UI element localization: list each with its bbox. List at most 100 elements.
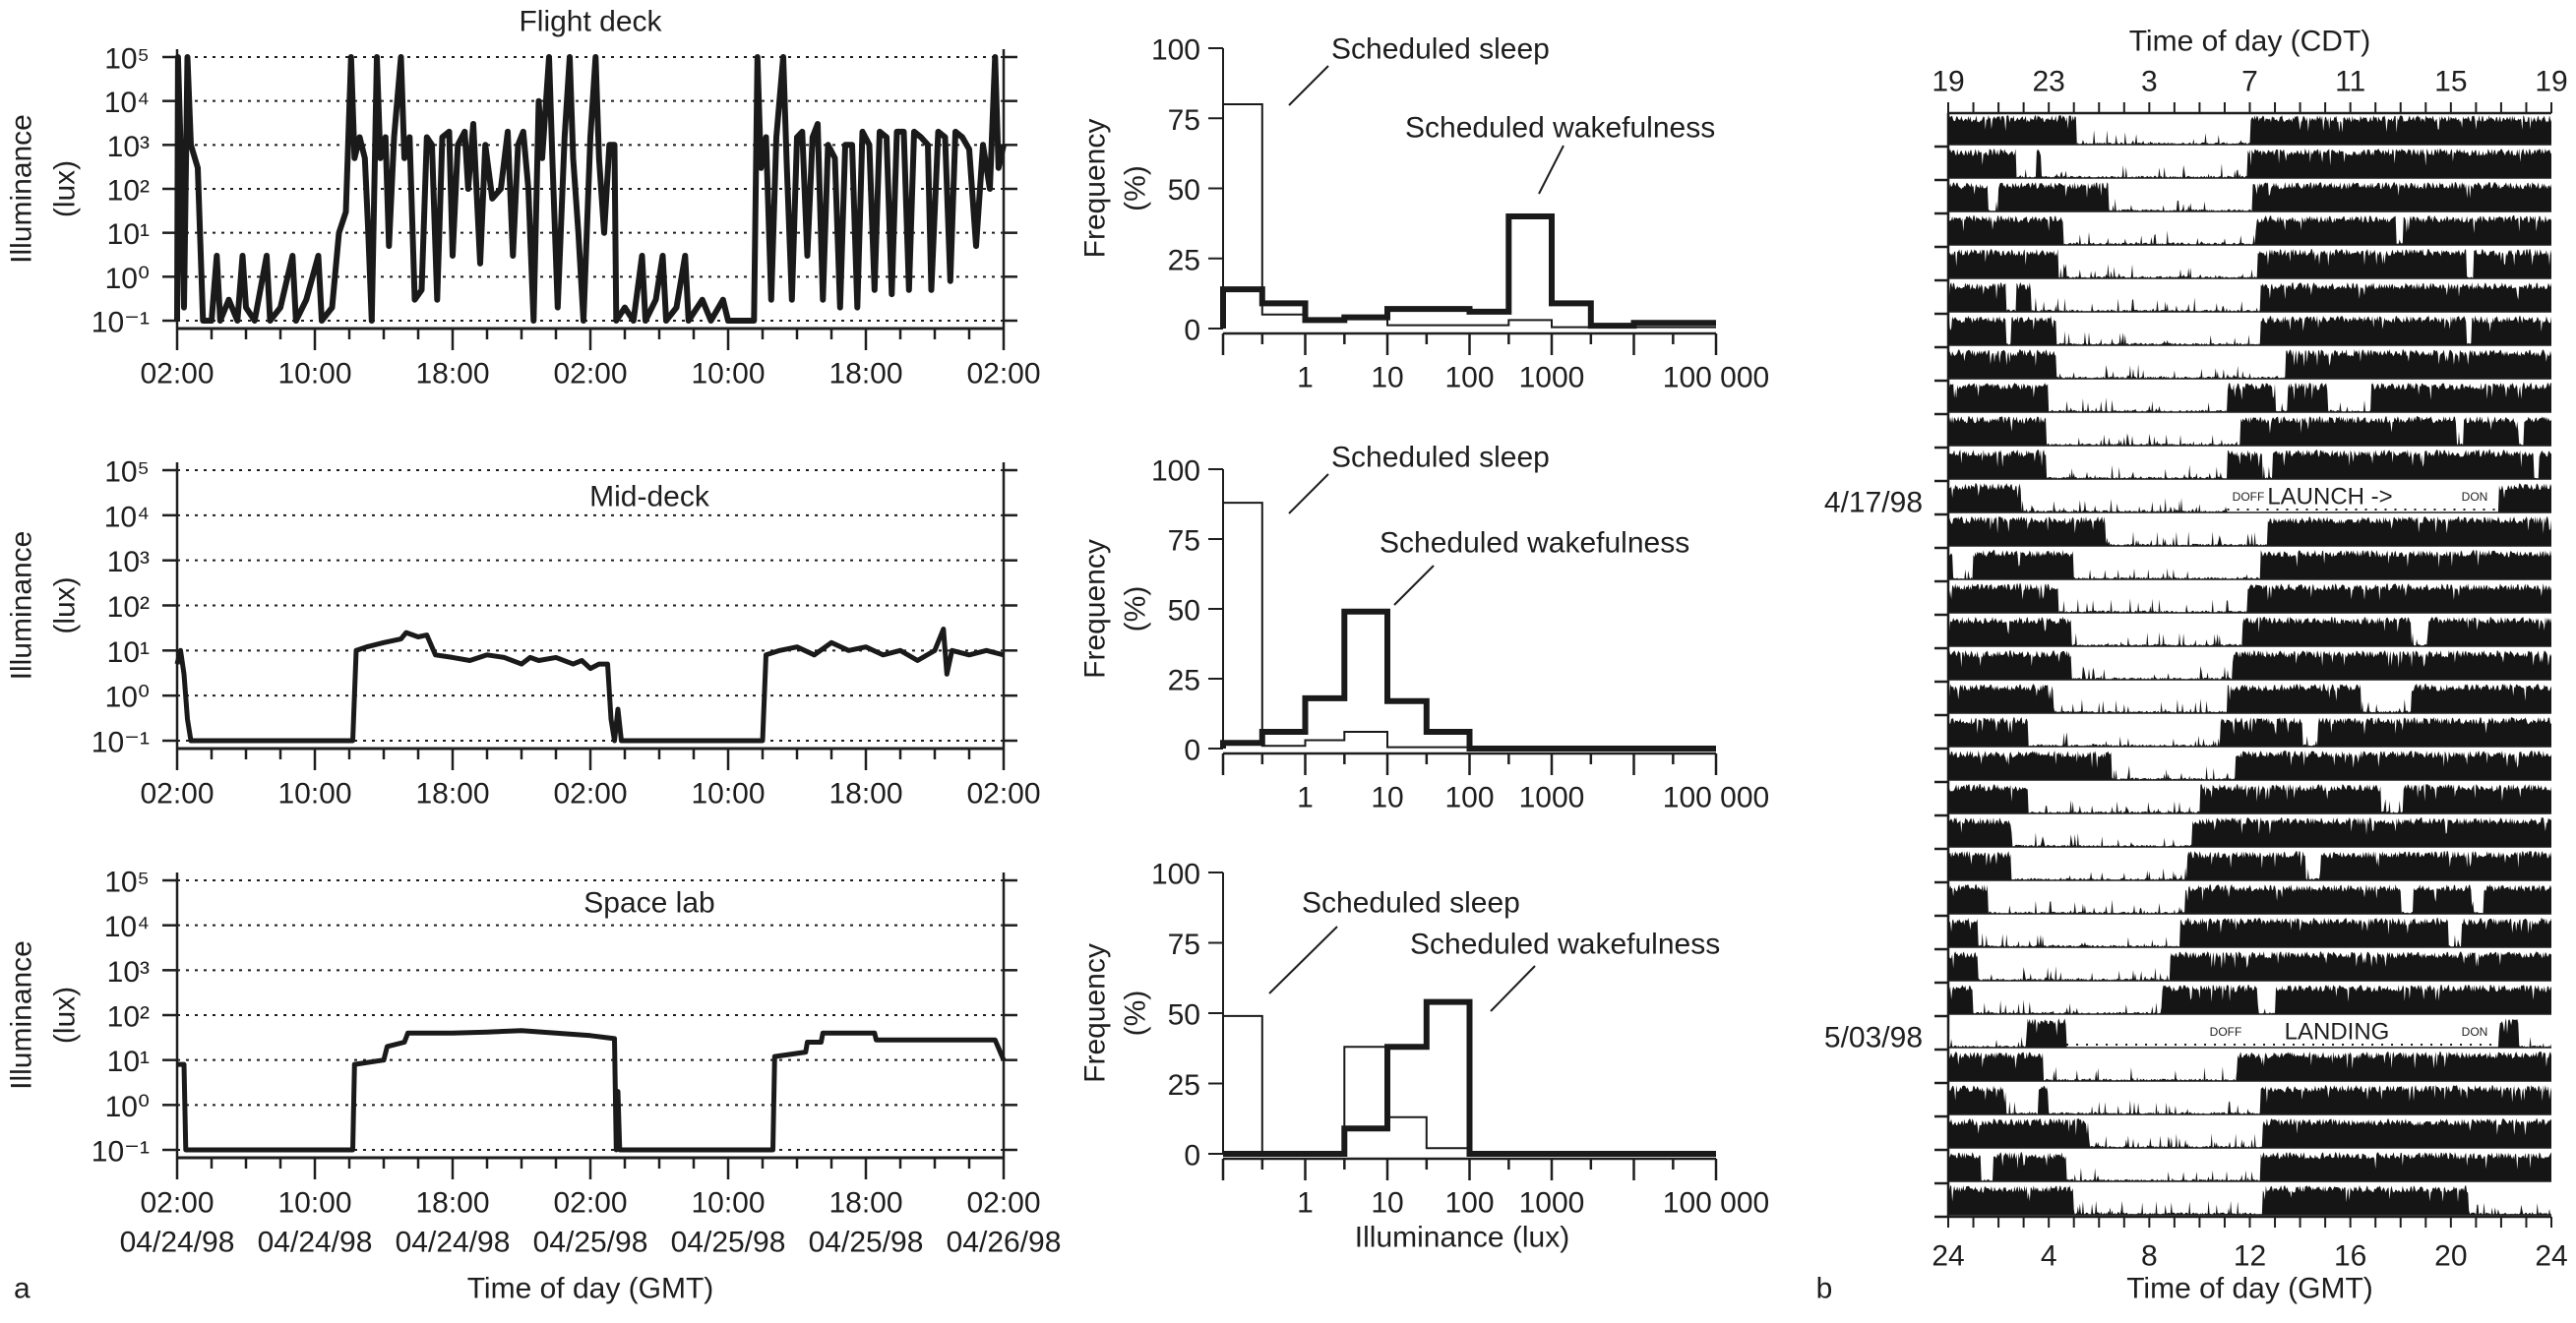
- x-tick-date-label: 04/24/98: [396, 1227, 511, 1259]
- y-tick-label: 10³: [107, 131, 150, 163]
- bottom-tick-label: 24: [1932, 1240, 1964, 1273]
- x-tick-date-label: 04/24/98: [120, 1227, 235, 1259]
- x-tick-label: 10:00: [277, 1187, 351, 1220]
- y-tick-label: 50: [1168, 999, 1200, 1032]
- y-tick-label: 10¹: [107, 218, 150, 251]
- sleep-annotation-leader: [1288, 65, 1329, 106]
- x-tick-label: 10:00: [691, 358, 765, 391]
- x-tick-label: 100 000: [1663, 782, 1769, 814]
- x-tick-label: 1: [1297, 1187, 1314, 1220]
- y-tick-label: 0: [1184, 315, 1200, 347]
- y-tick-label: 10⁰: [105, 682, 150, 714]
- mission-event-label: LAUNCH ->: [2267, 484, 2392, 511]
- y-tick-label: 10³: [107, 956, 150, 989]
- y-tick-label: 100: [1151, 34, 1200, 67]
- x-tick-label: 02:00: [966, 1187, 1040, 1220]
- plot-title: Mid-deck: [589, 481, 710, 513]
- bottom-axis-label: Time of day (GMT): [2126, 1273, 2373, 1305]
- activity-row: [1948, 483, 2551, 512]
- x-tick-label: 18:00: [828, 358, 902, 391]
- plot-title: Space lab: [583, 887, 714, 920]
- sleep-annotation-label: Scheduled sleep: [1331, 442, 1550, 474]
- activity-row: [1948, 951, 2551, 981]
- y-tick-label: 10⁰: [105, 1091, 150, 1123]
- y-tick-label: 10⁻¹: [92, 727, 150, 759]
- sleep-annotation-label: Scheduled sleep: [1331, 33, 1550, 66]
- x-tick-label: 100 000: [1663, 1187, 1769, 1220]
- y-tick-label: 10⁵: [104, 43, 150, 76]
- x-tick-date-label: 04/25/98: [671, 1227, 786, 1259]
- y-axis-unit: (lux): [49, 987, 82, 1044]
- y-tick-label: 75: [1168, 104, 1200, 137]
- x-tick-date-label: 04/24/98: [258, 1227, 373, 1259]
- activity-row: [1948, 1085, 2551, 1114]
- top-tick-label: 19: [1932, 66, 1964, 98]
- x-tick-label: 02:00: [553, 358, 627, 391]
- bottom-tick-label: 24: [2535, 1240, 2567, 1273]
- activity-row: [1948, 784, 2551, 813]
- wakefulness-histogram-step: [1220, 608, 1716, 752]
- sleep-annotation-leader: [1288, 473, 1329, 514]
- activity-row: [1948, 450, 2551, 479]
- activity-row: [1948, 316, 2551, 345]
- illuminance-series-line: [174, 627, 1005, 744]
- x-tick-label: 10:00: [277, 358, 351, 391]
- y-tick-label: 50: [1168, 595, 1200, 628]
- y-tick-label: 10²: [107, 1001, 150, 1034]
- x-tick-label: 10:00: [691, 778, 765, 811]
- activity-row: [1948, 349, 2551, 379]
- device-event-label: DON: [2462, 1025, 2488, 1039]
- y-axis-unit: (%): [1120, 165, 1152, 211]
- y-axis-label: Frequency: [1079, 539, 1112, 679]
- y-tick-label: 100: [1151, 455, 1200, 488]
- x-tick-label: 100: [1444, 782, 1494, 814]
- activity-row: [1948, 282, 2551, 312]
- panel-label-a: a: [14, 1273, 31, 1305]
- top-tick-label: 7: [2241, 66, 2258, 98]
- bottom-tick-label: 4: [2041, 1240, 2057, 1273]
- y-tick-label: 75: [1168, 525, 1200, 558]
- y-axis-unit: (%): [1120, 586, 1152, 632]
- activity-row: [1948, 751, 2551, 780]
- y-tick-label: 10⁴: [104, 911, 150, 943]
- x-tick-label: 10:00: [277, 778, 351, 811]
- activity-row: [1948, 1052, 2551, 1081]
- mission-event-label: LANDING: [2285, 1019, 2390, 1046]
- x-tick-label: 1: [1297, 782, 1314, 814]
- activity-row: [1948, 717, 2551, 747]
- activity-row: [1948, 617, 2551, 646]
- top-tick-label: 15: [2434, 66, 2467, 98]
- wakefulness-annotation-label: Scheduled wakefulness: [1405, 112, 1715, 145]
- y-tick-label: 10²: [107, 591, 150, 624]
- activity-row: [1948, 985, 2551, 1014]
- x-tick-date-label: 04/25/98: [809, 1227, 924, 1259]
- x-tick-label: 1000: [1519, 362, 1585, 394]
- x-tick-label: 10: [1371, 782, 1403, 814]
- x-tick-label: 18:00: [828, 1187, 902, 1220]
- top-tick-label: 19: [2535, 66, 2567, 98]
- wakefulness-histogram-step: [1223, 998, 1716, 1157]
- top-tick-label: 23: [2032, 66, 2064, 98]
- activity-row: [1948, 1152, 2551, 1181]
- activity-row: [1948, 383, 2551, 412]
- activity-row: [1948, 817, 2551, 847]
- x-tick-label: 100 000: [1663, 362, 1769, 394]
- activity-row: [1948, 918, 2551, 947]
- wakefulness-annotation-leader: [1538, 145, 1564, 195]
- y-tick-label: 25: [1168, 665, 1200, 697]
- activity-row: [1948, 516, 2551, 546]
- y-tick-label: 75: [1168, 929, 1200, 961]
- sleep-histogram-step: [1222, 103, 1716, 329]
- row-date-label: 5/03/98: [1824, 1022, 1923, 1054]
- y-tick-label: 10⁵: [104, 867, 150, 899]
- y-tick-label: 50: [1168, 174, 1200, 207]
- x-tick-label: 18:00: [415, 778, 489, 811]
- bottom-tick-label: 16: [2334, 1240, 2366, 1273]
- activity-row: [1948, 583, 2551, 613]
- y-axis-label: Frequency: [1079, 119, 1112, 259]
- activity-row: [1948, 1118, 2551, 1148]
- y-tick-label: 10³: [107, 546, 150, 578]
- y-tick-label: 10¹: [107, 636, 150, 669]
- y-tick-label: 10²: [107, 175, 150, 208]
- x-tick-label: 18:00: [415, 1187, 489, 1220]
